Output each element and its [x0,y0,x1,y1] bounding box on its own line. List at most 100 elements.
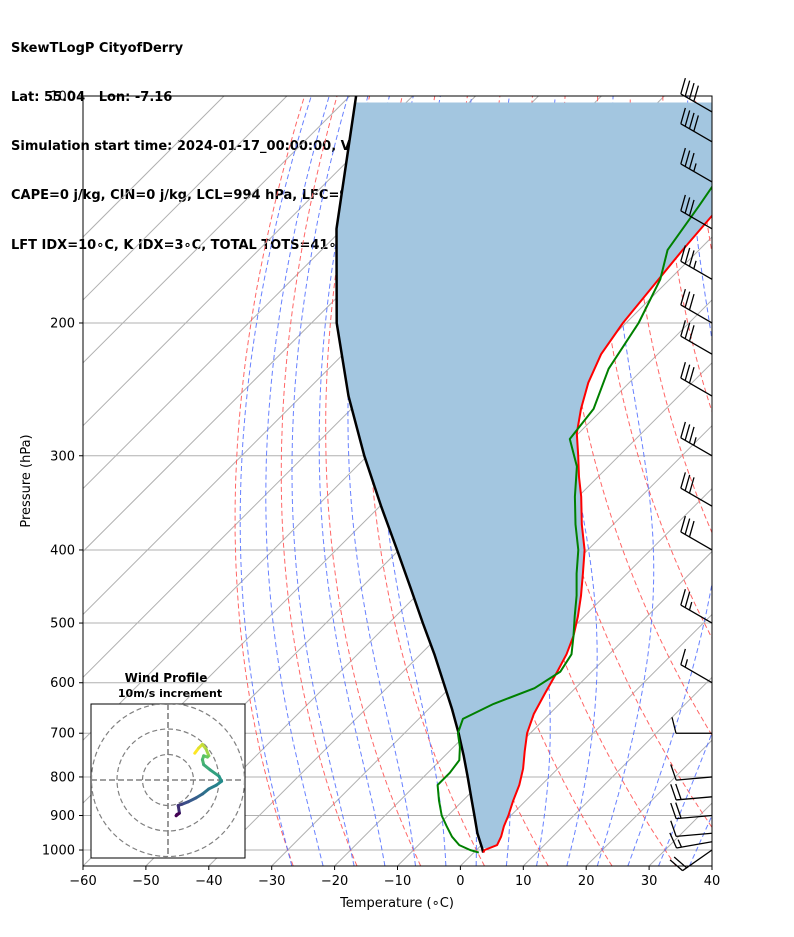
barb-flag [680,194,686,211]
axes: −60 −50 −40 −30 −20 −10 0 10 20 30 40 1000 900 800 700… [42,90,720,890]
x-tick-label: 30 [641,874,658,889]
barb-flag [670,764,677,781]
isotherm [271,424,712,866]
dry-adiabat [367,96,485,866]
dry-adiabat [728,96,794,866]
barb-flag [684,474,691,491]
barb-flag [684,424,691,441]
x-axis-label: Temperature (∘C) [339,896,454,911]
wind-barb [669,832,713,849]
y-tick-label: 500 [50,617,75,632]
dry-adiabat [595,96,712,640]
dry-adiabat [761,96,794,866]
barb-flag [684,197,691,214]
barb-shaft [680,123,713,143]
barb-flag [684,364,691,381]
y-tick-label: 300 [50,449,75,464]
barb-flag [684,291,691,308]
hodograph-inset: Wind Profile 10m/s increment [90,671,246,859]
moist-adiabat [596,96,655,866]
barb-flag [680,421,686,438]
x-tick-label: 20 [578,874,595,889]
barb-flag [688,426,695,443]
x-tick-label: −50 [132,874,159,889]
wind-barb [680,288,713,324]
barb-shaft [680,93,713,113]
wind-barb [670,820,713,838]
barb-flag [688,477,695,494]
barb-flag [688,367,695,384]
barb-flag [684,518,691,535]
cin-shaded-area [336,102,712,849]
isotherm [460,613,712,866]
barb-flag [688,520,695,538]
wind-barb [671,717,712,734]
barb-flag [684,80,691,97]
y-tick-label: 900 [50,809,75,824]
barb-flag [684,110,691,127]
barb-shaft [676,832,713,838]
plot-area [83,96,794,866]
hodograph-title: Wind Profile [125,671,208,685]
barb-shaft [680,531,713,551]
barb-flag [670,784,677,801]
hodograph-trace-segment [174,812,181,818]
parcel-profile-line [335,96,485,853]
moist-adiabat [239,96,312,866]
wind-barb [680,589,713,624]
moist-adiabat [318,96,386,866]
barb-flag [693,115,699,132]
hodograph-trace-segment [208,768,221,778]
x-tick-label: 40 [704,874,721,889]
barb-shaft [680,377,713,397]
y-tick-label: 800 [50,770,75,785]
wind-barb [680,472,713,507]
x-tick-label: −40 [195,874,222,889]
moist-adiabat [265,96,330,866]
moist-adiabat [720,96,794,866]
barb-shaft [676,814,713,820]
barb-flag [688,293,695,311]
moist-adiabat [627,96,712,866]
barb-flag [680,77,686,95]
barb-flag [675,783,682,800]
moist-adiabat [347,96,416,866]
barb-flag [673,856,688,869]
barb-flag [688,250,695,267]
dry-adiabat [325,96,422,866]
chart-title: SkewTLogP CityofDerry [11,40,184,56]
wind-barb [669,849,713,872]
barb-flag [669,859,683,872]
barb-flag [684,322,691,339]
dry-adiabat [662,96,712,414]
hodograph-subtitle: 10m/s increment [118,687,222,700]
barb-flag [680,147,686,165]
wind-barb [680,194,713,230]
barb-flag [680,472,686,489]
x-tick-label: −60 [69,874,96,889]
barb-flag [688,82,695,100]
x-tick-label: 10 [515,874,532,889]
y-axis-label: Pressure (hPa) [19,434,34,527]
barb-flag [680,245,686,262]
x-tick-label: −30 [258,874,285,889]
dry-adiabat [280,96,358,866]
barb-half-flag [693,437,697,446]
isotherm [711,865,712,866]
location-line: Lat: 55.04 Lon: -7.16 [11,90,173,106]
barb-flag [688,112,695,129]
barb-flag [688,199,695,216]
barb-flag [684,150,691,167]
barb-flag [669,832,678,849]
wind-barb [680,421,713,457]
barb-shaft [680,664,713,684]
isotherm [522,676,712,866]
moist-adiabat [658,731,712,866]
wind-barb [670,764,713,781]
barb-flag [675,802,682,819]
barb-flag [688,325,695,342]
x-tick-label: 0 [456,874,464,889]
barb-flag [680,515,686,533]
barb-shaft [682,849,713,872]
barb-half-flag [684,659,689,668]
